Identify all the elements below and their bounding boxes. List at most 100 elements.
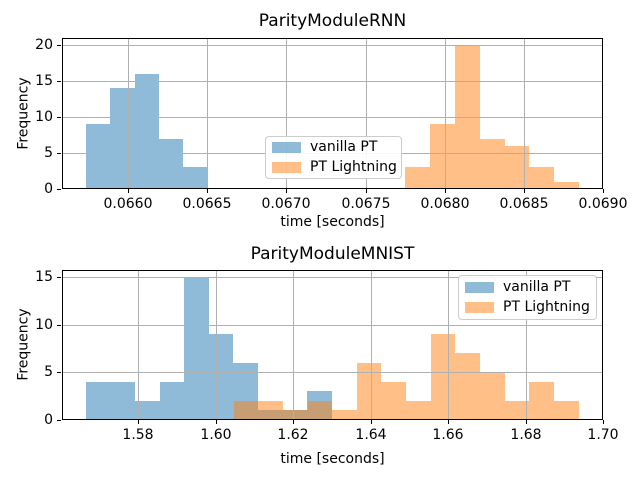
y-tick-label: 15 — [35, 73, 53, 89]
hist-bar-pt-lightning — [406, 401, 431, 420]
x-tick-label: 1.66 — [432, 427, 464, 443]
x-tick-label: 0.0680 — [420, 196, 470, 212]
chart-parity-module-mnist: ParityModuleMNIST Frequency vanilla PT P… — [0, 240, 640, 480]
gridline — [286, 38, 287, 189]
gridline — [207, 38, 208, 189]
x-tick — [207, 189, 208, 193]
x-tick-label: 1.62 — [277, 427, 309, 443]
x-tick — [371, 420, 372, 424]
x-tick-label: 1.58 — [122, 427, 154, 443]
legend-entry-pt-lightning: PT Lightning — [272, 160, 397, 175]
gridline — [62, 325, 603, 326]
hist-bar-pt-lightning — [554, 401, 579, 420]
legend-label: PT Lightning — [310, 159, 397, 175]
legend-entry-vanilla-pt: vanilla PT — [272, 140, 392, 155]
gridline — [448, 270, 449, 420]
gridline — [62, 277, 603, 278]
hist-bar-pt-lightning — [381, 382, 406, 420]
chart-title: ParityModuleRNN — [258, 11, 407, 31]
hist-bar-pt-lightning — [332, 410, 357, 420]
hist-bar-vanilla-pt — [209, 334, 233, 420]
x-tick — [524, 189, 525, 193]
x-tick — [526, 420, 527, 424]
y-tick-label: 5 — [44, 364, 53, 380]
y-tick — [57, 117, 61, 118]
legend-label: vanilla PT — [503, 279, 571, 295]
hist-bar-pt-lightning — [529, 167, 554, 189]
vanilla-pt-swatch-icon — [272, 142, 301, 153]
x-tick — [216, 420, 217, 424]
hist-bar-vanilla-pt — [135, 74, 159, 189]
x-tick-label: 1.64 — [355, 427, 387, 443]
legend: vanilla PT PT Lightning — [265, 136, 402, 179]
y-tick — [57, 277, 61, 278]
x-tick — [138, 420, 139, 424]
legend: vanilla PT PT Lightning — [458, 275, 597, 320]
x-tick-label: 0.0665 — [182, 196, 232, 212]
gridline — [366, 38, 367, 189]
gridline — [62, 372, 603, 373]
y-tick — [57, 189, 61, 190]
plot-area: vanilla PT PT Lightning 1.58 1.60 1.62 1.64… — [35, 269, 618, 443]
x-tick — [366, 189, 367, 193]
gridline — [524, 38, 525, 189]
x-tick — [128, 189, 129, 193]
legend-label: PT Lightning — [503, 299, 590, 315]
hist-bar-pt-lightning — [258, 401, 283, 420]
x-tick-label: 0.0690 — [578, 196, 628, 212]
y-tick-label: 20 — [35, 37, 53, 53]
x-tick-label: 1.60 — [200, 427, 232, 443]
gridline — [371, 270, 372, 420]
y-tick-label: 5 — [44, 145, 53, 161]
gridline — [128, 38, 129, 189]
hist-bar-vanilla-pt — [184, 277, 209, 420]
hist-bar-vanilla-pt — [160, 382, 184, 420]
hist-bar-pt-lightning — [529, 382, 554, 420]
hist-bar-vanilla-pt — [159, 139, 183, 189]
gridline — [445, 38, 446, 189]
gridline — [526, 270, 527, 420]
x-tick — [293, 420, 294, 424]
y-tick — [57, 420, 61, 421]
x-tick-label: 1.68 — [510, 427, 542, 443]
chart-parity-module-rnn: ParityModuleRNN Frequency vanilla PT PT … — [16, 11, 628, 230]
plot-area: vanilla PT PT Lightning 0.0660 0.0665 0.06… — [35, 37, 627, 212]
vanilla-pt-swatch-icon — [465, 282, 494, 293]
hist-bar-pt-lightning — [405, 167, 430, 189]
x-tick-label: 0.0660 — [103, 196, 153, 212]
hist-bar-pt-lightning — [554, 182, 579, 189]
y-tick-label: 15 — [35, 269, 53, 285]
x-tick — [603, 189, 604, 193]
hist-bar-vanilla-pt — [110, 382, 135, 420]
legend-entry-pt-lightning: PT Lightning — [465, 299, 590, 315]
hist-bar-pt-lightning — [505, 401, 529, 420]
hist-bar-vanilla-pt — [86, 382, 110, 420]
y-tick — [57, 153, 61, 154]
hist-bar-vanilla-pt — [86, 124, 110, 189]
chart-title: ParityModuleMNIST — [250, 244, 415, 264]
x-tick-label: 0.0670 — [261, 196, 311, 212]
gridline — [62, 117, 603, 118]
hist-bar-vanilla-pt — [110, 88, 135, 189]
hist-bar-pt-lightning — [431, 334, 455, 420]
x-tick — [286, 189, 287, 193]
hist-bar-vanilla-pt — [135, 401, 160, 420]
y-tick-label: 10 — [35, 109, 53, 125]
y-tick — [57, 81, 61, 82]
legend-label: vanilla PT — [310, 139, 378, 155]
hist-bar-vanilla-pt — [183, 167, 208, 189]
gridline — [216, 270, 217, 420]
y-tick — [57, 372, 61, 373]
y-tick-label: 10 — [35, 317, 53, 333]
hist-bar-pt-lightning — [308, 401, 332, 420]
hist-bar-pt-lightning — [455, 353, 480, 420]
hist-bar-pt-lightning — [283, 410, 308, 420]
x-axis-label: time [seconds] — [280, 451, 385, 467]
y-tick — [57, 325, 61, 326]
x-axis-label: time [seconds] — [280, 214, 385, 230]
hist-bar-pt-lightning — [430, 124, 455, 189]
gridline — [293, 270, 294, 420]
x-tick-label: 0.0685 — [499, 196, 549, 212]
pt-lightning-swatch-icon — [272, 162, 301, 173]
